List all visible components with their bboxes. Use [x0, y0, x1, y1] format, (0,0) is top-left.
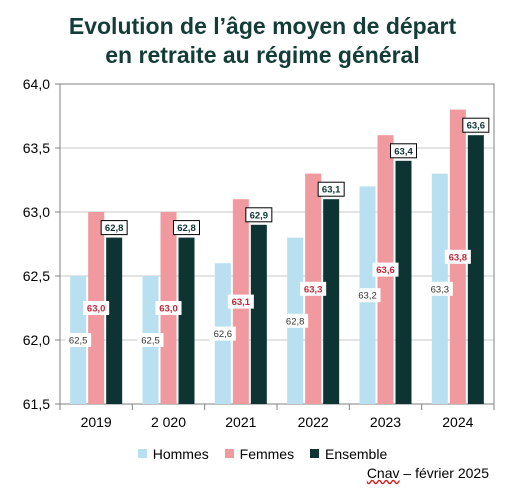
source-prefix: Cnav — [366, 465, 400, 481]
data-label-bg — [209, 326, 236, 341]
bar-ensemble — [395, 160, 412, 404]
x-tick-label: 2024 — [442, 414, 473, 430]
x-tick-label: 2021 — [225, 414, 256, 430]
x-tick-label: 2019 — [81, 414, 112, 430]
data-label-femmes: 63,3 — [304, 284, 323, 295]
bar-ensemble — [250, 224, 267, 404]
legend-label-femmes: Femmes — [239, 446, 295, 462]
data-label-ensemble: 62,8 — [105, 223, 124, 234]
data-label-bg — [282, 313, 309, 328]
bar-ensemble — [467, 135, 484, 404]
data-label-box — [245, 207, 273, 223]
bar-ensemble — [178, 237, 195, 404]
y-tick-label: 62,5 — [23, 268, 50, 284]
y-tick-label: 62,0 — [23, 332, 50, 348]
legend-label-ensemble: Ensemble — [324, 446, 388, 462]
x-tick-label: 2023 — [370, 414, 401, 430]
data-label-femmes: 63,6 — [376, 265, 395, 276]
data-label-bg — [444, 249, 471, 264]
data-label-femmes: 63,0 — [159, 304, 178, 315]
y-tick-label: 61,5 — [23, 396, 50, 412]
data-label-bg — [83, 301, 110, 315]
source-note: Cnav – février 2025 — [367, 465, 489, 481]
y-tick-label: 63,5 — [23, 140, 50, 156]
legend-item-hommes: Hommes — [137, 446, 209, 462]
chart-title-line-1: Evolution de l’âge moyen de départ — [68, 13, 457, 39]
legend-item-ensemble: Ensemble — [309, 446, 388, 462]
data-label-bg — [65, 333, 92, 347]
plot-area — [59, 83, 495, 405]
data-label-femmes: 63,1 — [232, 297, 251, 308]
legend: Hommes Femmes Ensemble — [0, 446, 525, 462]
data-label-hommes: 62,6 — [214, 329, 233, 340]
grid-lines — [60, 83, 494, 405]
data-label-box — [173, 220, 200, 236]
data-label-box — [462, 117, 490, 133]
data-label-ensemble: 62,8 — [177, 223, 196, 234]
data-label-box — [317, 181, 345, 197]
x-tick-label: 2 020 — [151, 414, 186, 430]
data-label-bg — [227, 294, 254, 309]
data-label-ensemble: 63,6 — [467, 121, 486, 132]
bar-ensemble — [323, 199, 340, 404]
data-label-ensemble: 63,4 — [394, 146, 413, 157]
data-labels: 62,5 62,5 62,6 62,8 63,2 63,3 63,0 63,0 63,1 63,3… — [65, 117, 490, 347]
data-label-hommes: 62,5 — [69, 336, 88, 347]
data-label-bg — [354, 288, 381, 303]
data-label-hommes: 62,5 — [141, 336, 160, 347]
legend-label-hommes: Hommes — [152, 446, 209, 462]
data-label-box — [100, 220, 128, 236]
chart-title-line-2: en retraite au régime général — [105, 42, 420, 68]
legend-swatch-hommes — [137, 449, 147, 458]
data-label-bg — [426, 281, 453, 296]
data-label-femmes: 63,0 — [87, 304, 106, 315]
legend-swatch-femmes — [224, 449, 234, 458]
data-label-bg — [300, 281, 327, 296]
source-suffix: – février 2025 — [399, 465, 489, 481]
data-label-ensemble: 63,1 — [322, 185, 341, 196]
y-tick-label: 64,0 — [23, 76, 50, 92]
data-label-box — [390, 143, 417, 159]
chart-title: Evolution de l’âge moyen de départ en re… — [0, 12, 525, 70]
legend-swatch-ensemble — [309, 449, 319, 458]
data-label-ensemble: 62,9 — [250, 210, 269, 221]
data-label-hommes: 63,3 — [431, 284, 450, 295]
x-tick-label: 2022 — [298, 414, 329, 430]
data-label-bg — [155, 301, 182, 315]
data-label-femmes: 63,8 — [449, 252, 468, 263]
y-tick-label: 63,0 — [23, 204, 50, 220]
data-label-bg — [372, 262, 399, 277]
legend-item-femmes: Femmes — [224, 446, 295, 462]
data-label-hommes: 62,8 — [286, 316, 305, 327]
data-label-bg — [137, 333, 164, 347]
data-label-hommes: 63,2 — [358, 291, 377, 302]
bar-ensemble — [106, 237, 123, 404]
bars — [70, 109, 484, 404]
